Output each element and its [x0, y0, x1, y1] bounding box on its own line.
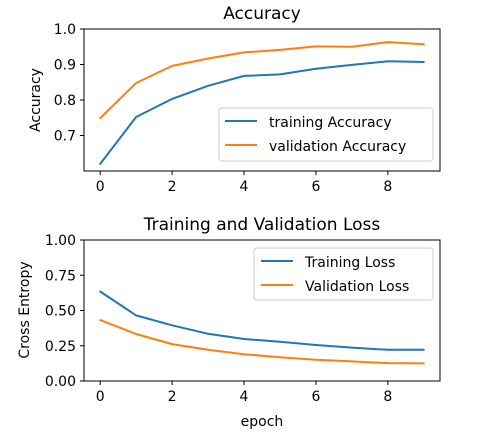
loss-y-tick-label: 0.75	[45, 268, 76, 284]
loss-y-tick-label: 0.00	[45, 374, 76, 390]
accuracy-x-tick-label: 4	[240, 179, 249, 195]
loss-legend-label-training: Training Loss	[304, 255, 395, 271]
loss-x-tick-label: 0	[96, 389, 105, 405]
accuracy-subplot: Accuracy Accuracy 0 2 4 6 8 0.7 0.8 0.9 1.0 tra…	[28, 4, 441, 195]
accuracy-title: Accuracy	[223, 4, 301, 24]
loss-y-tick-label: 1.00	[45, 233, 76, 249]
loss-y-tick-label: 0.25	[45, 339, 76, 355]
accuracy-legend-box	[218, 107, 434, 162]
accuracy-x-ticks: 0 2 4 6 8	[96, 171, 392, 195]
loss-series-line-0	[99, 290, 425, 351]
accuracy-x-tick-label: 6	[311, 179, 320, 195]
loss-series-line-1	[99, 319, 425, 365]
accuracy-y-tick-label: 0.9	[54, 58, 76, 74]
accuracy-lines	[99, 41, 425, 165]
accuracy-legend: training Accuracy validation Accuracy	[218, 107, 434, 162]
loss-x-tick-label: 8	[383, 389, 392, 405]
loss-y-ticks: 0.00 0.25 0.50 0.75 1.00	[45, 233, 84, 390]
loss-legend: Training Loss Validation Loss	[253, 247, 434, 301]
accuracy-y-ticks: 0.7 0.8 0.9 1.0	[54, 22, 84, 145]
loss-legend-label-validation: Validation Loss	[305, 279, 409, 295]
accuracy-x-tick-label: 0	[96, 179, 105, 195]
loss-title: Training and Validation Loss	[143, 215, 381, 235]
accuracy-y-tick-label: 0.8	[54, 93, 76, 109]
loss-x-tick-label: 2	[168, 389, 177, 405]
accuracy-axes-frame	[83, 28, 441, 172]
accuracy-legend-label-training: training Accuracy	[269, 115, 392, 131]
loss-y-tick-label: 0.50	[45, 304, 76, 320]
loss-axes-frame	[83, 239, 441, 382]
accuracy-series-line-1	[99, 41, 425, 120]
loss-ylabel: Cross Entropy	[17, 261, 33, 358]
loss-xlabel: epoch	[241, 414, 284, 430]
loss-x-tick-label: 6	[311, 389, 320, 405]
accuracy-x-tick-label: 2	[168, 179, 177, 195]
loss-x-ticks: 0 2 4 6 8	[96, 381, 392, 405]
loss-legend-box	[253, 247, 434, 301]
accuracy-x-tick-label: 8	[383, 179, 392, 195]
accuracy-series-line-0	[99, 60, 425, 165]
accuracy-legend-label-validation: validation Accuracy	[269, 139, 406, 155]
loss-subplot: Training and Validation Loss Cross Entro…	[17, 215, 441, 430]
loss-x-tick-label: 4	[240, 389, 249, 405]
accuracy-y-tick-label: 0.7	[54, 129, 76, 145]
accuracy-ylabel: Accuracy	[28, 68, 44, 132]
loss-lines	[99, 290, 425, 365]
accuracy-y-tick-label: 1.0	[54, 22, 76, 38]
